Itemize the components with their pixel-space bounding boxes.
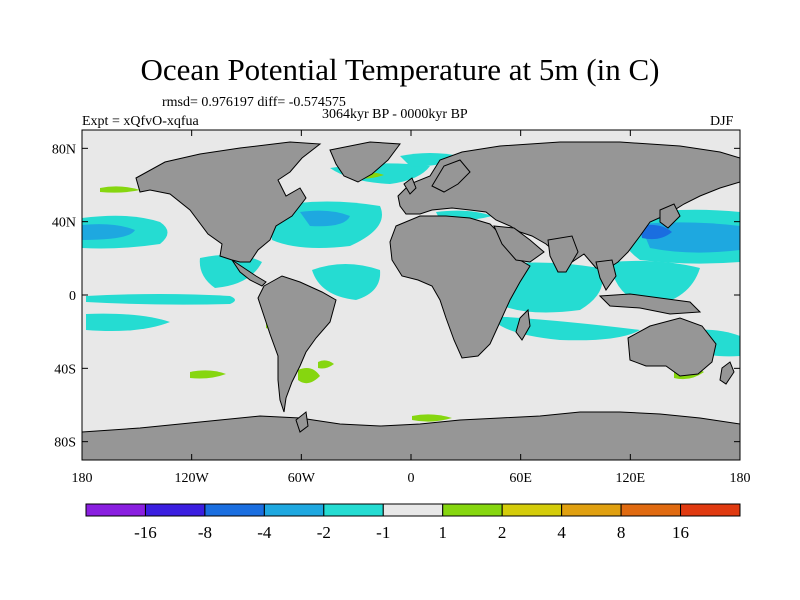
anomaly-warm-patagonia: [318, 360, 334, 369]
land-madagascar: [515, 308, 531, 341]
anomaly-warm-bering: [100, 186, 140, 193]
colorbar-swatch: [85, 503, 146, 517]
colorbar-label: 2: [498, 523, 507, 542]
lat-tick-label: 0: [69, 289, 76, 304]
colorbar-swatch: [323, 503, 384, 517]
anomaly-tropical-pacific: [86, 294, 235, 305]
anomaly-warm-argentina: [298, 368, 320, 384]
colorbar-swatch: [442, 503, 503, 517]
lon-tick-label: 180: [72, 471, 93, 486]
colorbar-label: -1: [376, 523, 390, 542]
land-masses: [82, 141, 740, 460]
land-southeast-asia: [595, 259, 617, 291]
land-scandinavia: [431, 159, 471, 193]
lat-tick-label: 40S: [54, 362, 76, 377]
chart-title: Ocean Potential Temperature at 5m (in C): [140, 52, 660, 87]
lon-tick-label: 60E: [509, 471, 532, 486]
land-central-america: [231, 259, 267, 287]
lon-tick-label: 60W: [288, 471, 316, 486]
rmsd-diff-stats: rmsd= 0.976197 diff= -0.574575: [162, 95, 346, 110]
colorbar: -16 -8 -4 -2 -1 1 2 4 8 16: [85, 503, 741, 542]
colorbar-swatch: [263, 503, 325, 517]
anomaly-tropical-atlantic: [312, 264, 381, 300]
colorbar-label: 1: [438, 523, 447, 542]
land-india: [547, 235, 579, 273]
colorbar-label: -16: [134, 523, 157, 542]
season-label: DJF: [710, 114, 734, 129]
land-new-zealand: [719, 361, 735, 385]
land-europe-asia: [397, 141, 740, 271]
axis-ticks: 80N 40N 0 40S 80S 180 120W 60W 0 60E 120E 180: [52, 130, 751, 486]
land-south-america: [257, 275, 337, 413]
lon-tick-label: 120E: [616, 471, 646, 486]
colorbar-label: 8: [617, 523, 626, 542]
anomaly-kuroshio-strong: [640, 224, 672, 240]
colorbar-label: 16: [672, 523, 689, 542]
land-antarctic-peninsula: [295, 411, 309, 433]
lat-tick-label: 80N: [52, 142, 76, 157]
colorbar-label: -8: [198, 523, 212, 542]
colorbar-swatch: [501, 503, 563, 517]
colorbar-swatch: [680, 503, 741, 517]
land-africa: [389, 215, 531, 359]
colorbar-swatch: [204, 503, 265, 517]
anomaly-warm-south-atlantic: [190, 370, 226, 379]
colorbar-swatch: [561, 503, 622, 517]
land-uk: [403, 177, 417, 195]
lon-tick-label: 0: [408, 471, 415, 486]
anomaly-north-pacific-east-core: [82, 224, 135, 240]
experiment-label: Expt = xQfvO-xqfua: [82, 114, 199, 129]
land-antarctica: [82, 411, 740, 460]
colorbar-label: -2: [317, 523, 331, 542]
land-australia: [627, 317, 717, 377]
lat-tick-label: 80S: [54, 436, 76, 451]
land-north-america: [135, 141, 322, 263]
anomaly-warm-southern-ocean: [412, 414, 452, 422]
anomaly-nordic-seas: [400, 153, 460, 167]
land-arabia: [493, 225, 545, 263]
lon-tick-label: 180: [730, 471, 751, 486]
anomaly-north-atlantic-core: [300, 210, 350, 227]
colorbar-swatch: [144, 503, 206, 517]
land-greenland: [329, 141, 401, 183]
land-japan: [659, 203, 681, 229]
time-period-label: 3064kyr BP - 0000kyr BP: [322, 107, 468, 122]
lat-tick-label: 40N: [52, 216, 76, 231]
anomaly-south-pacific: [86, 313, 170, 331]
lon-tick-label: 120W: [175, 471, 210, 486]
anomaly-east-pacific: [199, 254, 262, 288]
colorbar-swatch: [620, 503, 682, 517]
colorbar-label: 4: [557, 523, 566, 542]
colorbar-swatch: [382, 503, 444, 517]
land-indonesia: [598, 293, 702, 315]
colorbar-label: -4: [257, 523, 272, 542]
